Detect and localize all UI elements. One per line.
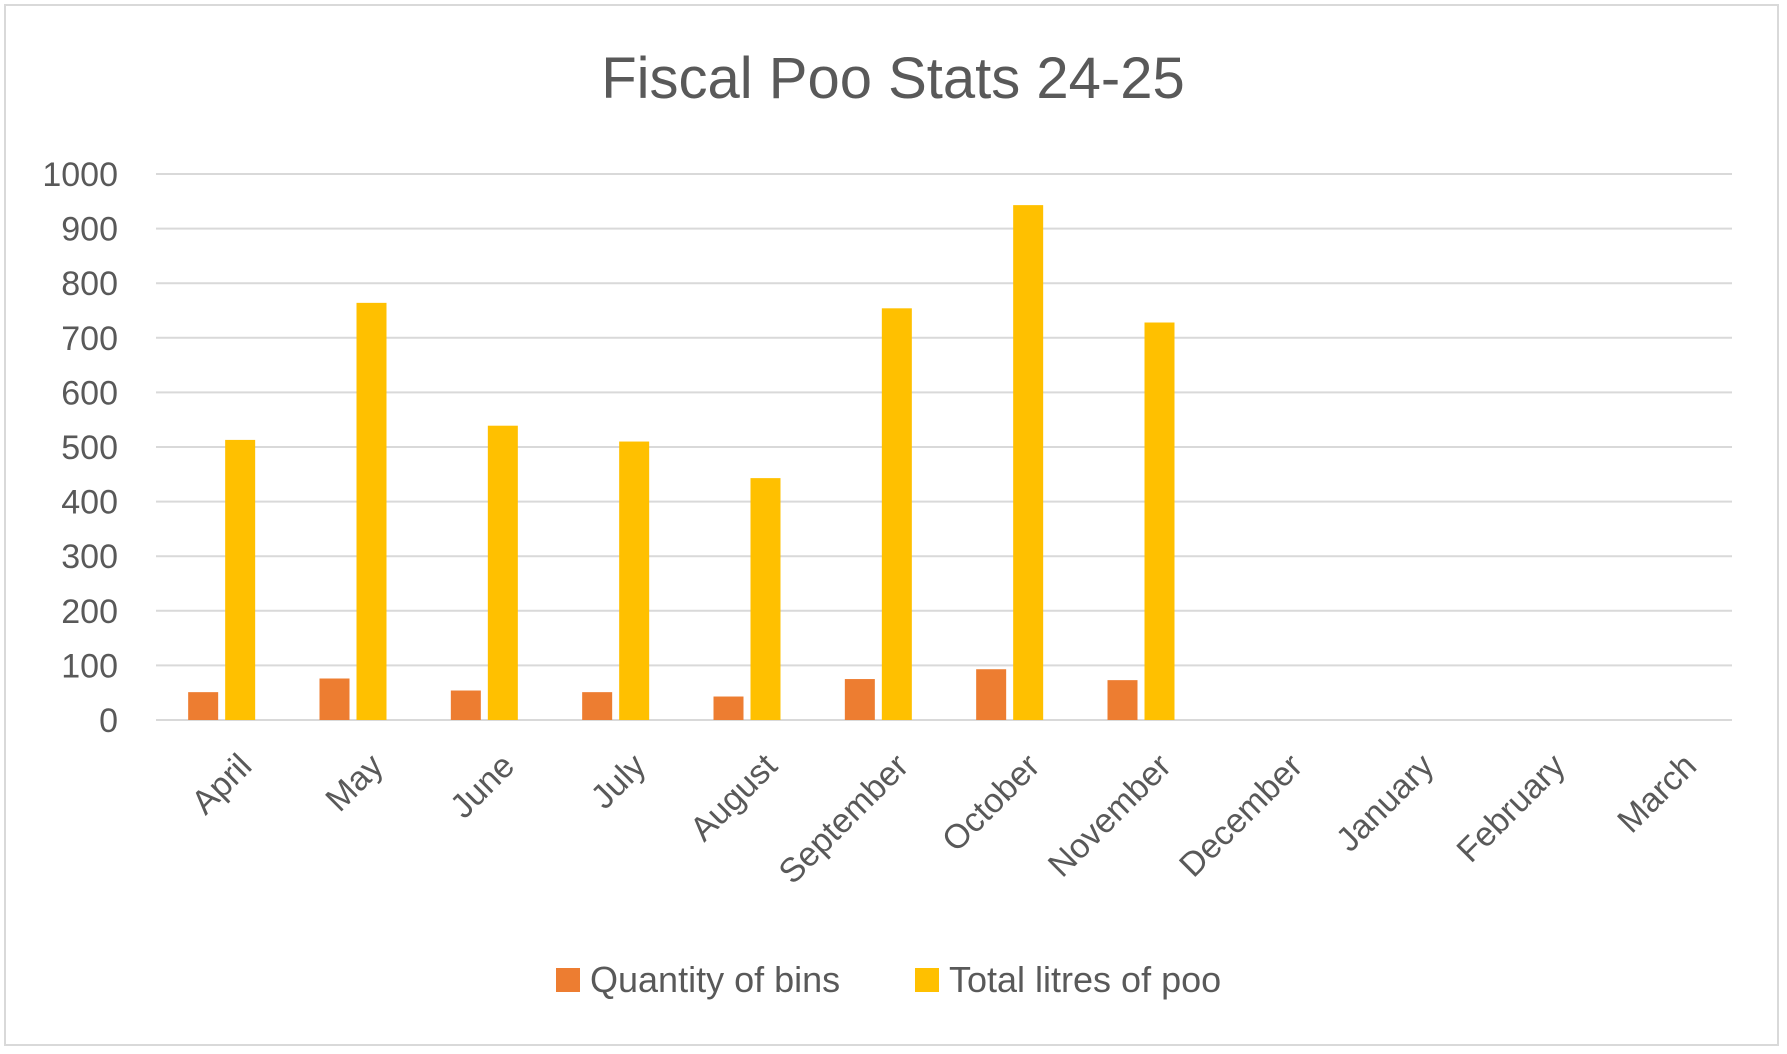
x-tick-label: August — [683, 746, 785, 848]
bar-total-litres-of-poo — [1013, 205, 1044, 720]
bar-total-litres-of-poo — [881, 308, 912, 720]
chart-title: Fiscal Poo Stats 24-25 — [601, 46, 1185, 111]
y-tick-label: 500 — [61, 429, 118, 467]
y-tick-label: 300 — [61, 538, 118, 576]
x-tick-label: July — [584, 747, 654, 817]
bar-total-litres-of-poo — [356, 302, 387, 720]
legend-swatch — [915, 968, 939, 992]
legend-swatch — [556, 968, 580, 992]
x-tick-label: September — [772, 747, 916, 891]
x-tick-label: June — [443, 747, 522, 826]
y-tick-label: 0 — [99, 702, 118, 740]
y-tick-label: 1000 — [42, 156, 118, 194]
y-tick-label: 700 — [61, 320, 118, 358]
bar-quantity-of-bins — [188, 692, 219, 720]
x-tick-label: February — [1450, 747, 1573, 870]
bar-quantity-of-bins — [319, 678, 350, 720]
y-tick-label: 900 — [61, 211, 118, 249]
y-axis-ticks: 0 100 200 300 400 500 600 700 800 900 1000 — [42, 156, 118, 740]
y-tick-label: 400 — [61, 484, 118, 522]
gridlines — [156, 173, 1732, 721]
bar-quantity-of-bins — [844, 679, 875, 720]
y-tick-label: 200 — [61, 593, 118, 631]
bars — [188, 205, 1175, 720]
x-tick-label: March — [1610, 747, 1704, 841]
bar-total-litres-of-poo — [750, 478, 781, 720]
x-tick-label: November — [1041, 747, 1179, 885]
bar-quantity-of-bins — [450, 690, 481, 720]
bar-quantity-of-bins — [976, 669, 1007, 720]
x-tick-label: April — [184, 747, 259, 822]
legend-label: Total litres of poo — [949, 959, 1221, 1000]
bar-quantity-of-bins — [713, 696, 744, 720]
legend: Quantity of bins Total litres of poo — [556, 959, 1221, 1000]
bar-total-litres-of-poo — [225, 439, 256, 720]
bar-quantity-of-bins — [1107, 680, 1138, 720]
bar-total-litres-of-poo — [1144, 322, 1175, 720]
x-tick-label: December — [1172, 747, 1310, 885]
x-tick-label: May — [318, 747, 390, 819]
x-tick-label: January — [1329, 747, 1441, 859]
y-tick-label: 600 — [61, 374, 118, 412]
bar-total-litres-of-poo — [487, 425, 518, 720]
bar-total-litres-of-poo — [619, 441, 650, 720]
bar-quantity-of-bins — [582, 692, 613, 720]
y-tick-label: 800 — [61, 265, 118, 303]
y-tick-label: 100 — [61, 647, 118, 685]
legend-label: Quantity of bins — [590, 959, 840, 1000]
x-tick-label: October — [935, 747, 1047, 859]
